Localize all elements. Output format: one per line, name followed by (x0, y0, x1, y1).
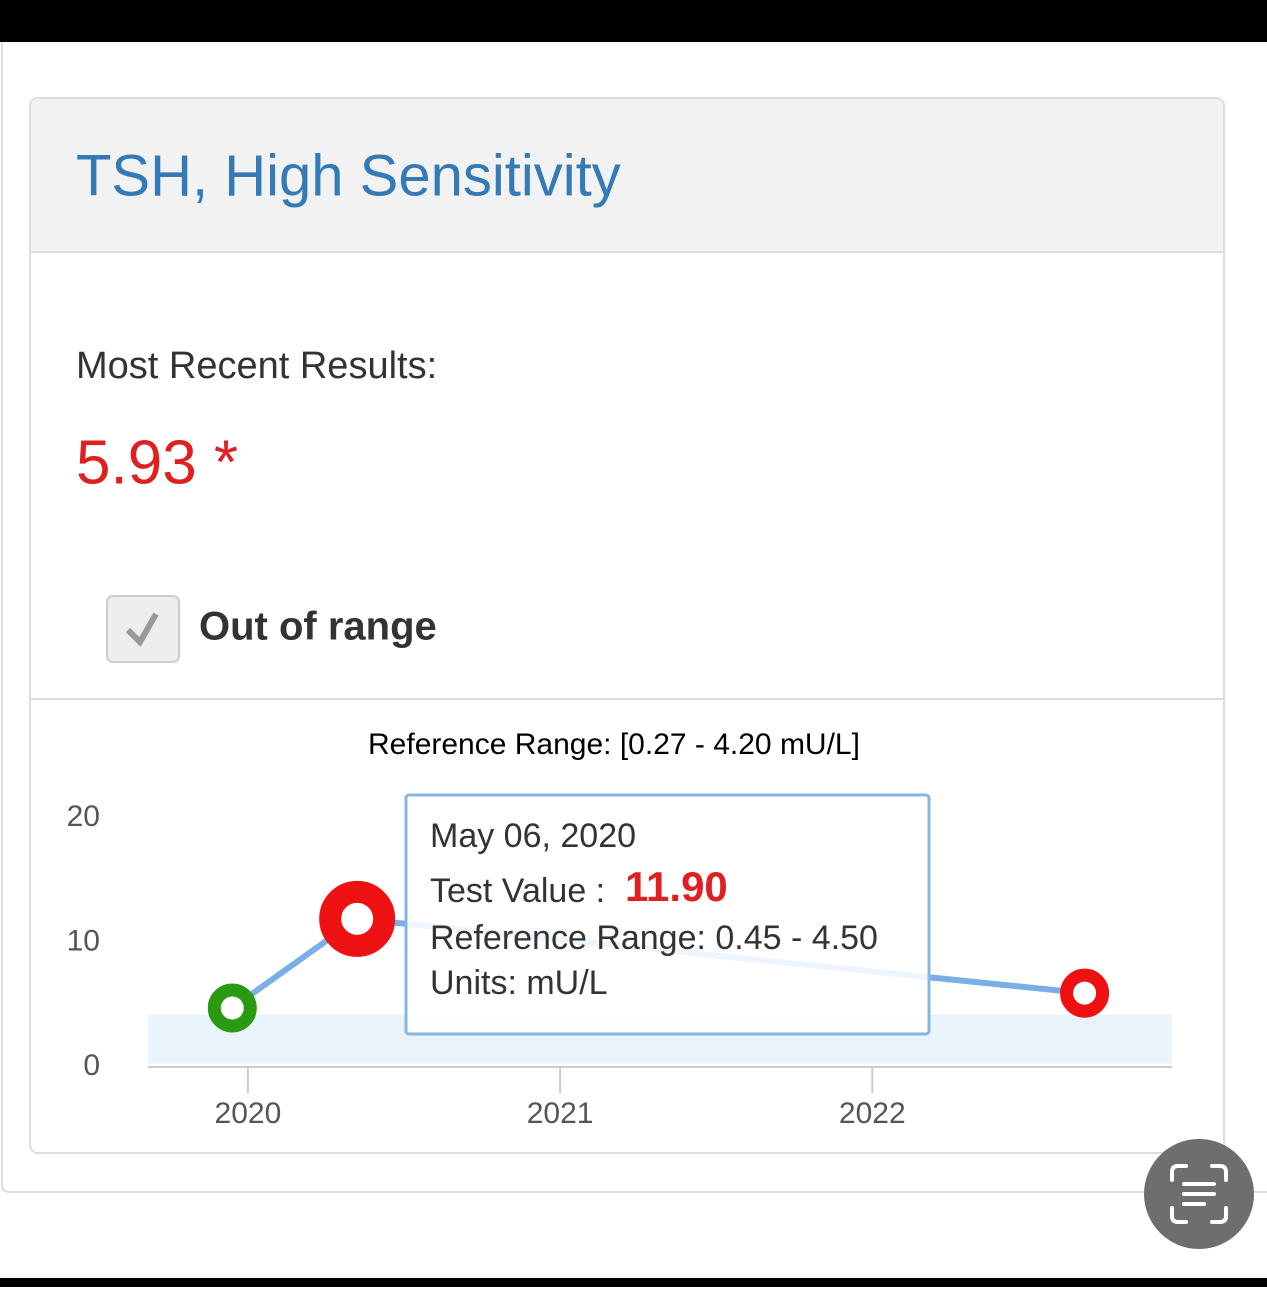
tooltip: May 06, 2020 Test Value : 11.90 Referenc… (404, 793, 931, 1036)
bottom-bar (0, 1278, 1267, 1287)
chart-title: Reference Range: [0.27 - 4.20 mU/L] (368, 728, 860, 761)
check-icon (125, 612, 159, 647)
card-header (31, 99, 1223, 252)
y-tick-label: 0 (83, 1049, 100, 1082)
top-bar (0, 0, 1267, 42)
x-tick-label: 2021 (527, 1097, 594, 1130)
checkbox-label: Out of range (199, 605, 437, 649)
tooltip-range: Reference Range: 0.45 - 4.50 (430, 919, 878, 957)
x-tick-label: 2022 (839, 1097, 906, 1130)
card-title: TSH, High Sensitivity (76, 143, 621, 208)
data-point (207, 983, 257, 1033)
y-tick-label: 10 (67, 924, 100, 957)
recent-value: 5.93 * (76, 428, 238, 497)
tooltip-units: Units: mU/L (430, 964, 608, 1002)
results-label: Most Recent Results: (76, 345, 437, 387)
data-point (319, 880, 396, 957)
checkbox[interactable] (106, 595, 180, 663)
page-border (1, 42, 1267, 1193)
tooltip-box (404, 793, 931, 1036)
tooltip-value: 11.90 (625, 863, 728, 910)
tooltip-date: May 06, 2020 (430, 817, 636, 855)
data-point (1060, 968, 1110, 1018)
tooltip-prefix: Test Value : (430, 872, 605, 910)
x-tick-label: 2020 (215, 1097, 282, 1130)
scan-icon (1170, 1164, 1228, 1224)
y-tick-label: 20 (67, 800, 100, 833)
